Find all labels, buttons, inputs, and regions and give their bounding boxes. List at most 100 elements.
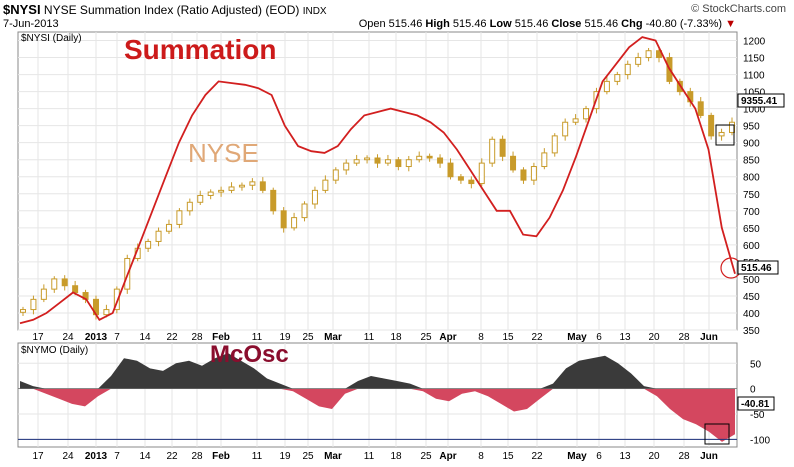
mcosc-annotation: McOsc — [210, 341, 289, 368]
y-tick-label: 850 — [743, 156, 760, 167]
y-tick-label: 600 — [743, 241, 760, 252]
x-tick-label: 11 — [364, 451, 375, 462]
x-tick-label: 28 — [678, 332, 690, 343]
x-tick-label: Apr — [439, 451, 456, 462]
last-value-label: 515.46 — [741, 263, 772, 274]
y-tick-label: 750 — [743, 190, 760, 201]
candle-body — [468, 179, 475, 185]
candle-body — [520, 169, 527, 181]
candle-body — [280, 210, 287, 229]
candle-body — [645, 50, 652, 59]
low-label: Low — [489, 18, 512, 30]
candle-body — [20, 309, 26, 313]
x-tick-label: 17 — [32, 332, 44, 343]
overlay-value-tag — [737, 93, 785, 108]
highlight-box — [715, 124, 735, 146]
x-tick-label: 25 — [420, 332, 432, 343]
high-value: 515.46 — [452, 18, 487, 30]
y-tick-label: 700 — [743, 207, 760, 218]
brand-watermark[interactable]: © StockCharts.com — [691, 3, 786, 15]
candle-body — [635, 57, 642, 65]
x-tick-label: 24 — [62, 451, 74, 462]
candle-body — [562, 121, 569, 137]
y-tick-label: -100 — [750, 435, 770, 446]
candle-body — [103, 309, 110, 316]
candle-body — [186, 201, 193, 212]
x-tick-label: 14 — [139, 332, 151, 343]
candle-body — [270, 189, 277, 212]
y-tick-label: 1200 — [743, 37, 766, 48]
x-tick-label: 19 — [279, 332, 291, 343]
candle-body — [437, 157, 444, 164]
panel-label: $NYMO (Daily) — [21, 345, 88, 356]
candle-body — [311, 189, 318, 205]
x-tick-label: 25 — [420, 451, 432, 462]
candle-body — [197, 194, 204, 203]
chart-title: $NYSI NYSE Summation Index (Ratio Adjust… — [3, 2, 327, 17]
x-tick-label: 2013 — [85, 332, 108, 343]
candle-body — [374, 157, 381, 164]
y-tick-label: 1050 — [743, 88, 766, 99]
x-tick-label: 11 — [252, 332, 263, 343]
x-tick-label: May — [567, 332, 587, 343]
y-tick-label: 900 — [743, 139, 760, 150]
x-tick-label: 6 — [596, 451, 602, 462]
candle-body — [207, 191, 214, 196]
candle-body — [72, 285, 79, 294]
down-arrow-icon: ▼ — [725, 18, 736, 30]
y-tick-label: 450 — [743, 292, 760, 303]
x-tick-label: 28 — [678, 451, 690, 462]
last-value-tag — [737, 260, 779, 275]
y-tick-label: 650 — [743, 224, 760, 235]
x-tick-label: 24 — [62, 332, 74, 343]
y-tick-label: 800 — [743, 173, 760, 184]
overlay-value-label: 9355.41 — [741, 96, 778, 107]
candle-body — [30, 298, 37, 311]
x-tick-label: 20 — [648, 451, 660, 462]
nyse-annotation: NYSE — [188, 138, 259, 168]
candle-body — [718, 131, 725, 137]
candle-body — [218, 189, 225, 193]
candle-body — [510, 155, 517, 171]
y-tick-label: 1150 — [743, 54, 765, 65]
candle-body — [530, 166, 537, 181]
candle-body — [708, 114, 715, 137]
candle-body — [478, 162, 485, 185]
x-tick-label: 17 — [32, 451, 44, 462]
symbol: $NYSI — [3, 2, 41, 17]
mcosc-positive-area — [20, 353, 735, 389]
candle-body — [61, 278, 68, 287]
x-tick-label: 8 — [478, 451, 484, 462]
candle-body — [457, 176, 464, 181]
ohlc-readout: Open 515.46 High 515.46 Low 515.46 Close… — [359, 18, 736, 30]
y-tick-label: -50 — [750, 410, 765, 421]
x-tick-label: 13 — [619, 332, 631, 343]
y-tick-label: 1100 — [743, 71, 765, 82]
open-label: Open — [358, 18, 386, 30]
candle-body — [426, 155, 433, 159]
x-tick-label: 18 — [390, 451, 402, 462]
summation-line — [19, 36, 736, 325]
x-tick-label: May — [567, 451, 587, 462]
y-tick-label: 50 — [750, 359, 762, 370]
x-tick-label: 7 — [114, 332, 120, 343]
candle-body — [259, 181, 266, 191]
x-tick-label: 14 — [139, 451, 151, 462]
candle-body — [291, 217, 298, 229]
chart-date: 7-Jun-2013 — [3, 18, 59, 30]
candle-body — [572, 118, 579, 123]
candle-body — [155, 230, 162, 242]
candle-body — [40, 288, 47, 300]
last-value-label: -40.81 — [741, 399, 770, 410]
candle-body — [583, 108, 590, 120]
x-tick-label: 19 — [279, 451, 291, 462]
candle-body — [384, 159, 391, 164]
x-tick-label: Jun — [700, 451, 718, 462]
x-tick-label: 11 — [364, 332, 375, 343]
y-tick-label: 350 — [743, 326, 760, 337]
candle-body — [499, 138, 506, 157]
candle-body — [322, 179, 329, 191]
candle-body — [165, 223, 172, 232]
summation-panel: 3504004505005506006507007508008509009501… — [17, 31, 785, 343]
candle-body — [51, 278, 58, 290]
